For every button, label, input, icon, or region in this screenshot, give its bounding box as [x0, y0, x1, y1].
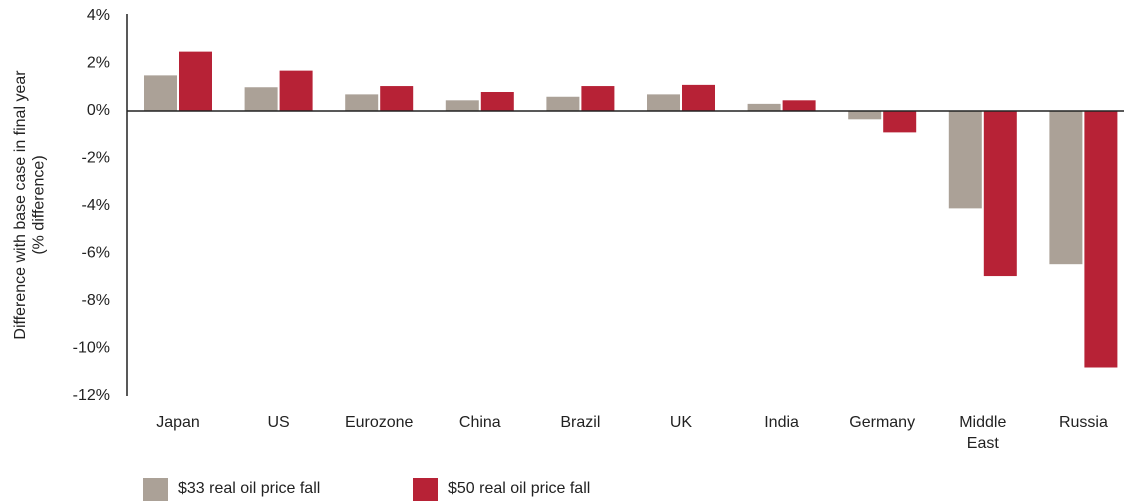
bar [345, 94, 379, 111]
x-tick-label: Germany [849, 414, 916, 431]
bar [848, 111, 882, 120]
bar [380, 86, 414, 111]
y-tick-label: -8% [82, 292, 110, 309]
bar [948, 111, 982, 209]
legend-label: $50 real oil price fall [448, 480, 591, 497]
bar [144, 75, 177, 111]
legend-swatch [413, 478, 438, 501]
y-tick-label: 2% [87, 55, 110, 72]
y-tick-label: -12% [73, 387, 110, 404]
bar [546, 96, 580, 111]
bar [782, 100, 816, 111]
bar [747, 103, 781, 111]
y-tick-label: 0% [87, 102, 110, 119]
y-tick-label: -4% [82, 197, 110, 214]
y-tick-label: -10% [73, 340, 110, 357]
bar [883, 111, 917, 133]
bar [647, 94, 680, 111]
y-tick-label: -6% [82, 245, 110, 262]
bar [983, 111, 1017, 277]
x-tick-label: India [764, 414, 799, 431]
legend-swatch [143, 478, 168, 501]
bar [179, 51, 212, 111]
bar [581, 86, 615, 111]
x-tick-label: Eurozone [344, 414, 414, 431]
bar [480, 92, 514, 111]
x-tick-label: Russia [1058, 414, 1108, 431]
y-axis-label: Difference with base case in final year(… [12, 70, 47, 340]
x-tick-label: US [267, 414, 290, 431]
bar [682, 84, 715, 111]
x-tick-label: Japan [156, 414, 200, 431]
bar [445, 100, 479, 111]
legend-label: $33 real oil price fall [178, 480, 321, 497]
x-tick-label: UK [669, 414, 693, 431]
x-tick-label: Brazil [560, 414, 601, 431]
x-tick-label: China [458, 414, 501, 431]
y-tick-label: 4% [87, 7, 110, 24]
x-tick-label: Middle East [959, 414, 1007, 452]
bar [1049, 111, 1083, 265]
bar [1084, 111, 1118, 368]
y-tick-label: -2% [82, 150, 110, 167]
bar [279, 70, 313, 111]
bar [244, 87, 278, 111]
